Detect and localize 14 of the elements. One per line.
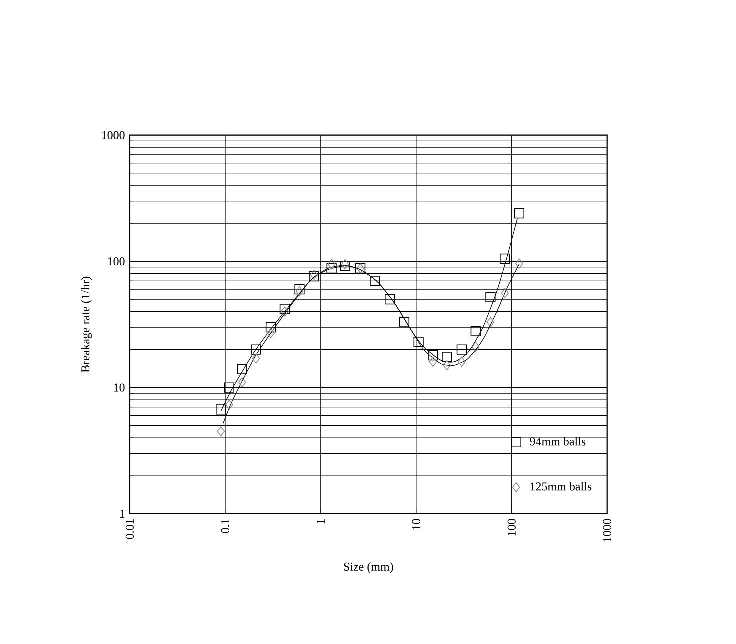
y-tick-label: 1000 — [102, 131, 125, 140]
x-tick-label: 1000 — [603, 519, 612, 542]
y-tick-label: 100 — [108, 258, 125, 266]
x-tick-label: 10 — [412, 519, 420, 530]
x-tick-label: 0.01 — [126, 519, 134, 540]
y-tick-label: 1 — [120, 510, 125, 518]
legend-label: 94mm balls — [530, 437, 586, 446]
x-axis-title: Size (mm) — [344, 562, 394, 574]
y-tick-label: 10 — [114, 384, 125, 392]
x-tick-label: 0.1 — [221, 519, 230, 534]
x-tick-label: 1 — [316, 519, 325, 524]
legend-label: 125mm balls — [530, 482, 592, 491]
y-axis-title: Breakage rate (1/hr) — [81, 276, 92, 373]
x-tick-label: 100 — [508, 519, 516, 536]
